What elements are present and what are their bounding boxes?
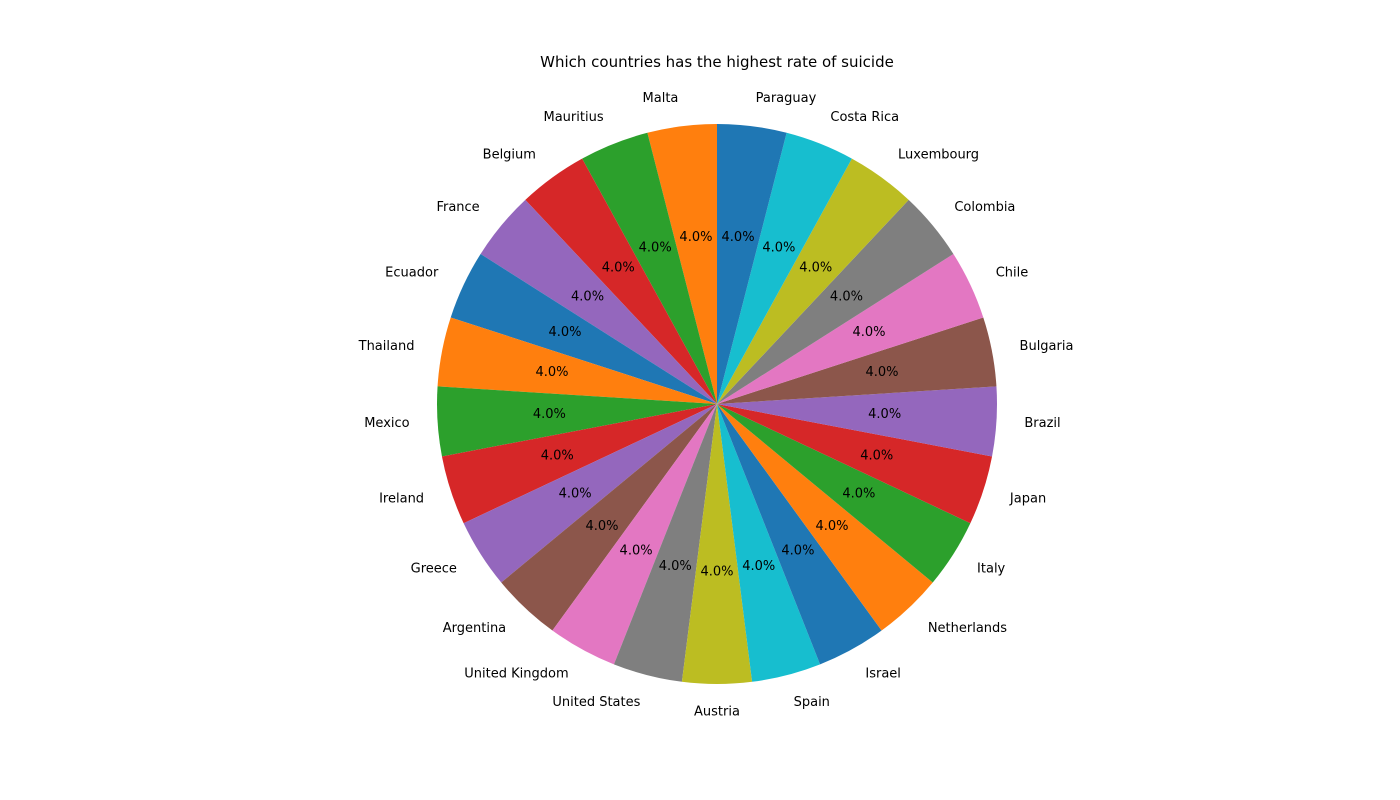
percent-label-united-states: 4.0% <box>659 559 692 574</box>
slice-label-chile: Chile <box>996 265 1029 280</box>
slice-label-united-kingdom: United Kingdom <box>464 666 568 681</box>
percent-label-ireland: 4.0% <box>541 448 574 463</box>
pie-slice-greece <box>463 404 717 583</box>
chart-title: Which countries has the highest rate of … <box>540 53 894 71</box>
percent-labels: 4.0%4.0%4.0%4.0%4.0%4.0%4.0%4.0%4.0%4.0%… <box>533 230 901 580</box>
percent-label-italy: 4.0% <box>842 487 875 502</box>
pie-slice-costa-rica <box>717 132 852 404</box>
percent-label-greece: 4.0% <box>559 487 592 502</box>
pie-slice-chile <box>717 253 984 404</box>
percent-label-colombia: 4.0% <box>830 289 863 304</box>
percent-label-mauritius: 4.0% <box>639 240 672 255</box>
pie-slice-israel <box>717 404 882 665</box>
pie-slice-austria <box>681 404 753 684</box>
pie-slice-bulgaria <box>717 317 997 404</box>
slice-label-austria: Austria <box>694 705 740 720</box>
pie-slice-united-states <box>613 404 717 682</box>
percent-label-israel: 4.0% <box>781 544 814 559</box>
slice-label-greece: Greece <box>411 562 457 577</box>
percent-label-spain: 4.0% <box>742 559 775 574</box>
pie-slice-united-kingdom <box>552 404 717 665</box>
pie-slice-france <box>480 199 717 404</box>
slice-label-mexico: Mexico <box>364 416 409 431</box>
pie-slice-netherlands <box>717 404 933 631</box>
percent-label-costa-rica: 4.0% <box>762 240 795 255</box>
pie-slice-ecuador <box>450 253 717 404</box>
pie-slices <box>437 124 998 684</box>
pie-slice-argentina <box>501 404 717 631</box>
percent-label-united-kingdom: 4.0% <box>620 544 653 559</box>
percent-label-austria: 4.0% <box>700 565 733 580</box>
pie-slice-colombia <box>717 199 954 404</box>
slice-label-spain: Spain <box>794 695 830 710</box>
percent-label-paraguay: 4.0% <box>722 230 755 245</box>
percent-label-japan: 4.0% <box>860 448 893 463</box>
percent-label-belgium: 4.0% <box>602 261 635 276</box>
percent-label-thailand: 4.0% <box>535 365 568 380</box>
slice-label-mauritius: Mauritius <box>544 110 604 125</box>
pie-slice-mexico <box>437 386 717 457</box>
slice-label-paraguay: Paraguay <box>756 91 817 106</box>
slice-label-luxembourg: Luxembourg <box>898 147 979 162</box>
percent-label-bulgaria: 4.0% <box>866 365 899 380</box>
slice-label-ecuador: Ecuador <box>385 265 439 280</box>
percent-label-malta: 4.0% <box>679 230 712 245</box>
slice-label-israel: Israel <box>865 666 901 681</box>
slice-label-thailand: Thailand <box>358 339 415 354</box>
slice-label-malta: Malta <box>643 91 679 106</box>
slice-label-brazil: Brazil <box>1024 416 1060 431</box>
percent-label-brazil: 4.0% <box>868 407 901 422</box>
pie-slice-thailand <box>437 317 717 404</box>
pie-slice-italy <box>717 404 971 583</box>
pie-slice-spain <box>717 404 821 682</box>
slice-label-costa-rica: Costa Rica <box>830 110 899 125</box>
percent-label-argentina: 4.0% <box>585 519 618 534</box>
slice-labels: Malta Mauritius Belgium France Ecuador Thaila… <box>358 91 1074 720</box>
slice-label-france: France <box>436 200 479 215</box>
percent-label-france: 4.0% <box>571 289 604 304</box>
percent-label-mexico: 4.0% <box>533 407 566 422</box>
percent-label-netherlands: 4.0% <box>815 519 848 534</box>
pie-slice-ireland <box>441 404 717 524</box>
pie-slice-mauritius <box>582 132 717 404</box>
slice-label-colombia: Colombia <box>954 200 1015 215</box>
percent-label-ecuador: 4.0% <box>548 325 581 340</box>
percent-label-chile: 4.0% <box>852 325 885 340</box>
slice-label-ireland: Ireland <box>379 492 424 507</box>
slice-label-united-states: United States <box>552 695 640 710</box>
pie-slice-malta <box>647 124 717 404</box>
pie-slice-luxembourg <box>717 158 909 404</box>
slice-label-japan: Japan <box>1009 492 1046 507</box>
slice-label-belgium: Belgium <box>483 147 536 162</box>
slice-label-bulgaria: Bulgaria <box>1020 339 1074 354</box>
pie-slice-paraguay <box>717 124 787 404</box>
pie-slice-belgium <box>525 158 717 404</box>
slice-label-italy: Italy <box>977 562 1006 577</box>
pie-slice-brazil <box>717 386 998 457</box>
slice-label-netherlands: Netherlands <box>928 621 1007 636</box>
pie-slice-japan <box>717 404 993 524</box>
percent-label-luxembourg: 4.0% <box>799 261 832 276</box>
slice-label-argentina: Argentina <box>443 621 506 636</box>
